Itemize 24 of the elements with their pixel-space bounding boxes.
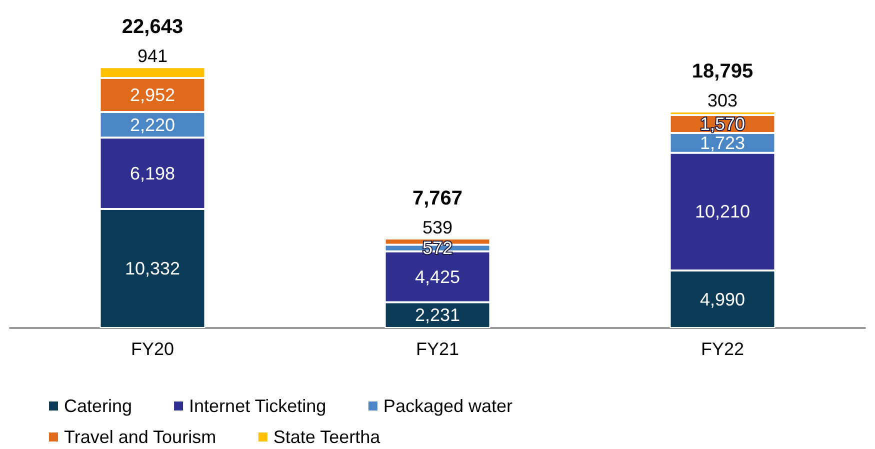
data-label: 10,210 <box>694 202 750 222</box>
data-label: 2,220 <box>130 114 176 135</box>
legend-label: Internet Ticketing <box>189 396 326 416</box>
x-tick-label: FY22 <box>700 339 744 359</box>
data-label: 4,425 <box>414 266 460 287</box>
legend-label: Catering <box>64 396 132 416</box>
legend-label: Packaged water <box>383 396 513 416</box>
data-label: 2,231 <box>414 305 460 326</box>
data-label: 4,990 <box>700 289 746 310</box>
total-label: 7,767 <box>412 188 463 210</box>
data-label: 303 <box>707 90 738 110</box>
data-label: 6,198 <box>130 163 176 184</box>
data-label: 539 <box>422 218 453 238</box>
x-tick-label: FY20 <box>130 339 174 359</box>
legend-label: Travel and Tourism <box>64 427 216 447</box>
x-tick-label: FY21 <box>416 339 460 359</box>
data-label: 941 <box>137 46 168 66</box>
total-label: 18,795 <box>692 60 754 82</box>
legend-label: State Teertha <box>273 427 382 447</box>
data-label: 1,570 <box>700 114 746 134</box>
data-label: 10,332 <box>124 258 180 278</box>
data-label: 2,952 <box>130 84 176 105</box>
total-label: 22,643 <box>122 16 184 38</box>
data-label: 1,723 <box>700 132 746 153</box>
